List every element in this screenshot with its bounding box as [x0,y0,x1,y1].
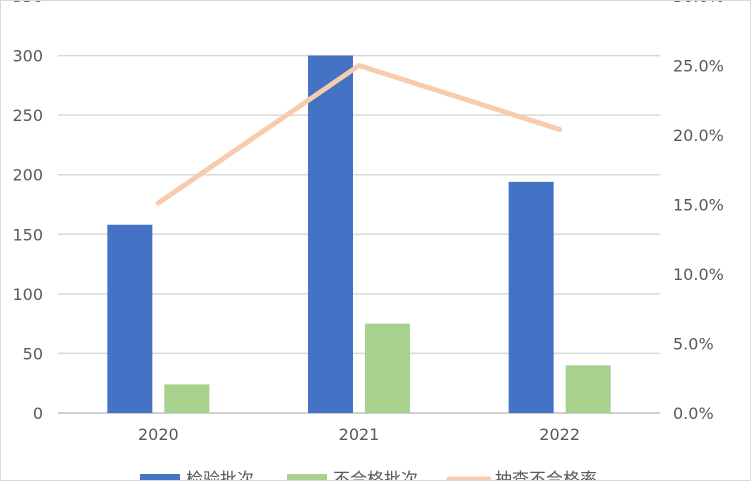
y-left-tick-label: 300 [12,47,43,66]
x-tick-label: 2022 [539,425,580,444]
y-left-tick-label: 350 [12,0,43,6]
y-right-tick-label: 30.0% [673,0,724,6]
y-right-tick-label: 20.0% [673,126,724,145]
y-left-tick-label: 200 [12,166,43,185]
series-line [155,63,563,206]
y-right-tick-label: 15.0% [673,196,724,215]
legend-label: 检验批次 [186,470,254,481]
bar [164,384,210,413]
bar [508,181,554,413]
y-right-tick-label: 0.0% [673,404,714,423]
y-left-tick-label: 0 [33,404,43,423]
x-tick-label: 2021 [339,425,380,444]
legend-swatch [140,474,180,481]
bar [365,323,410,413]
y-left-tick-label: 250 [12,106,43,125]
legend-label: 抽查不合格率 [495,470,597,481]
y-left-tick-label: 50 [23,344,43,363]
bar [308,55,353,413]
legend-swatch [287,474,327,481]
x-tick-label: 2020 [138,425,179,444]
y-left-tick-label: 150 [12,225,43,244]
y-right-tick-label: 10.0% [673,265,724,284]
bar [565,365,611,413]
y-right-tick-label: 5.0% [673,335,714,354]
y-left-tick-label: 100 [12,285,43,304]
bar [107,224,153,413]
legend-label: 不合格批次 [333,470,418,481]
y-right-tick-label: 25.0% [673,57,724,76]
